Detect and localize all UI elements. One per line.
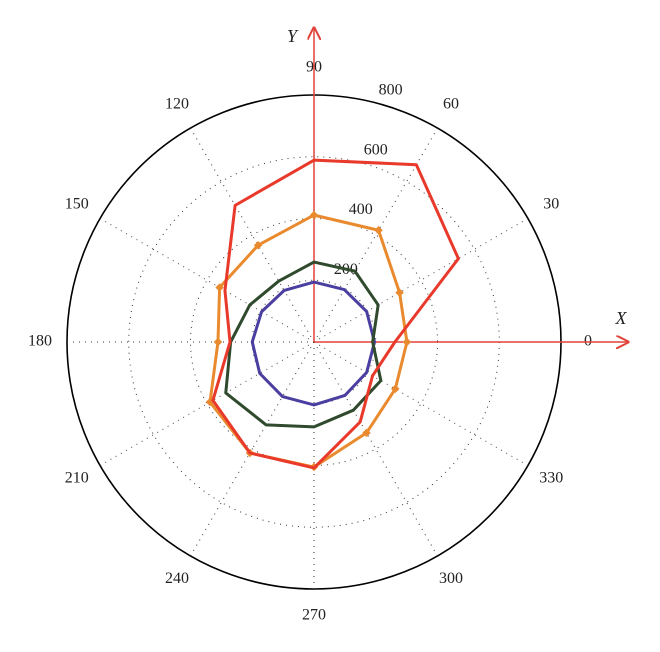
- series-marker: [215, 283, 224, 292]
- y-axis-label: Y: [287, 26, 299, 46]
- series-line: [250, 280, 377, 407]
- angle-tick-label: 270: [302, 607, 326, 624]
- series-marker: [309, 210, 319, 220]
- radial-tick-label: 600: [364, 141, 388, 158]
- angle-tick-label: 120: [165, 95, 189, 112]
- angle-tick-label: 60: [443, 95, 459, 112]
- grid-spoke: [313, 218, 529, 343]
- angle-tick-label: 150: [65, 196, 89, 213]
- x-axis-label: X: [615, 308, 628, 328]
- series-marker: [374, 225, 383, 235]
- angle-tick-label: 180: [28, 333, 52, 350]
- angle-tick-label: 300: [439, 570, 463, 587]
- radial-tick-label: 400: [349, 201, 373, 218]
- series-marker: [395, 288, 404, 297]
- series-marker: [391, 384, 400, 394]
- series-line: [208, 213, 409, 469]
- angle-tick-label: 0: [584, 333, 592, 350]
- angle-tick-label: 240: [165, 570, 189, 587]
- series-marker: [362, 428, 371, 438]
- angle-tick-label: 30: [543, 196, 559, 213]
- series-marker: [213, 337, 223, 347]
- series-marker: [253, 240, 263, 250]
- grid-spoke: [190, 127, 315, 343]
- series-line: [211, 158, 460, 470]
- angle-tick-label: 330: [539, 470, 563, 487]
- angle-tick-label: 210: [65, 470, 89, 487]
- radial-tick-label: 800: [379, 81, 403, 98]
- plot: 0306090120150180210240270300330200400600…: [28, 28, 628, 624]
- grid-spoke: [99, 341, 315, 466]
- series-marker: [402, 337, 412, 347]
